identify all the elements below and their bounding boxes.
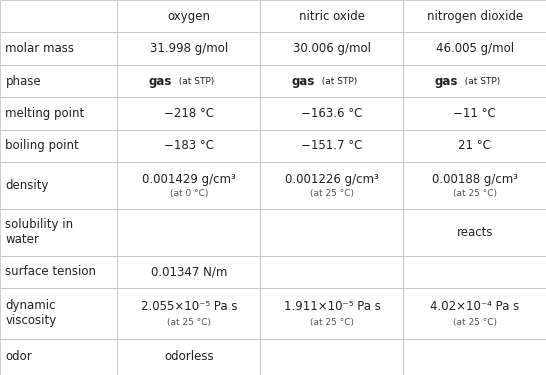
Text: gas: gas xyxy=(435,75,458,88)
Text: nitric oxide: nitric oxide xyxy=(299,10,365,23)
Text: (at 0 °C): (at 0 °C) xyxy=(170,189,208,198)
Text: −218 °C: −218 °C xyxy=(164,107,214,120)
Text: melting point: melting point xyxy=(5,107,85,120)
Bar xyxy=(117,209,260,255)
Bar xyxy=(117,97,260,130)
Bar xyxy=(403,255,546,288)
Text: boiling point: boiling point xyxy=(5,140,79,153)
Text: reacts: reacts xyxy=(456,226,493,239)
Text: 2.055×10⁻⁵ Pa s: 2.055×10⁻⁵ Pa s xyxy=(141,300,237,313)
Bar xyxy=(260,0,403,32)
Text: 0.001429 g/cm³: 0.001429 g/cm³ xyxy=(142,173,236,186)
Text: 30.006 g/mol: 30.006 g/mol xyxy=(293,42,371,55)
Text: (at 25 °C): (at 25 °C) xyxy=(167,318,211,327)
Bar xyxy=(403,0,546,32)
Bar xyxy=(403,130,546,162)
Bar xyxy=(260,162,403,209)
Text: −11 °C: −11 °C xyxy=(453,107,496,120)
Bar xyxy=(117,288,260,339)
Text: density: density xyxy=(5,179,49,192)
Text: 4.02×10⁻⁴ Pa s: 4.02×10⁻⁴ Pa s xyxy=(430,300,519,313)
Bar xyxy=(0,32,117,65)
Bar xyxy=(0,162,117,209)
Bar xyxy=(117,339,260,375)
Text: −163.6 °C: −163.6 °C xyxy=(301,107,363,120)
Text: nitrogen dioxide: nitrogen dioxide xyxy=(426,10,523,23)
Bar xyxy=(117,162,260,209)
Bar xyxy=(260,130,403,162)
Text: 46.005 g/mol: 46.005 g/mol xyxy=(436,42,514,55)
Text: (at STP): (at STP) xyxy=(173,76,215,86)
Text: (at 25 °C): (at 25 °C) xyxy=(453,318,497,327)
Bar xyxy=(260,255,403,288)
Bar xyxy=(403,339,546,375)
Text: 0.00188 g/cm³: 0.00188 g/cm³ xyxy=(432,173,518,186)
Bar xyxy=(403,97,546,130)
Bar xyxy=(260,65,403,97)
Text: dynamic
viscosity: dynamic viscosity xyxy=(5,299,57,327)
Bar xyxy=(0,209,117,255)
Bar xyxy=(117,255,260,288)
Text: −151.7 °C: −151.7 °C xyxy=(301,140,363,153)
Bar xyxy=(260,32,403,65)
Bar xyxy=(0,255,117,288)
Text: 31.998 g/mol: 31.998 g/mol xyxy=(150,42,228,55)
Text: (at 25 °C): (at 25 °C) xyxy=(453,189,497,198)
Bar xyxy=(260,97,403,130)
Text: gas: gas xyxy=(292,75,315,88)
Text: 1.911×10⁻⁵ Pa s: 1.911×10⁻⁵ Pa s xyxy=(283,300,381,313)
Bar xyxy=(0,65,117,97)
Bar xyxy=(117,32,260,65)
Text: (at 25 °C): (at 25 °C) xyxy=(310,189,354,198)
Text: (at STP): (at STP) xyxy=(459,76,500,86)
Bar xyxy=(403,288,546,339)
Bar xyxy=(403,32,546,65)
Bar xyxy=(0,0,117,32)
Bar xyxy=(117,0,260,32)
Text: surface tension: surface tension xyxy=(5,265,97,278)
Bar xyxy=(260,209,403,255)
Text: gas: gas xyxy=(149,75,172,88)
Text: 21 °C: 21 °C xyxy=(458,140,491,153)
Bar xyxy=(0,97,117,130)
Bar xyxy=(0,130,117,162)
Text: molar mass: molar mass xyxy=(5,42,74,55)
Text: (at 25 °C): (at 25 °C) xyxy=(310,318,354,327)
Bar xyxy=(0,339,117,375)
Bar xyxy=(260,288,403,339)
Text: 0.001226 g/cm³: 0.001226 g/cm³ xyxy=(285,173,379,186)
Text: solubility in
water: solubility in water xyxy=(5,218,74,246)
Text: −183 °C: −183 °C xyxy=(164,140,214,153)
Bar xyxy=(403,162,546,209)
Text: odorless: odorless xyxy=(164,350,213,363)
Text: oxygen: oxygen xyxy=(168,10,210,23)
Bar xyxy=(117,65,260,97)
Bar xyxy=(403,209,546,255)
Text: 0.01347 N/m: 0.01347 N/m xyxy=(151,265,227,278)
Text: phase: phase xyxy=(5,75,41,88)
Bar xyxy=(0,288,117,339)
Bar xyxy=(403,65,546,97)
Text: (at STP): (at STP) xyxy=(316,76,358,86)
Bar xyxy=(260,339,403,375)
Bar xyxy=(117,130,260,162)
Text: odor: odor xyxy=(5,350,32,363)
